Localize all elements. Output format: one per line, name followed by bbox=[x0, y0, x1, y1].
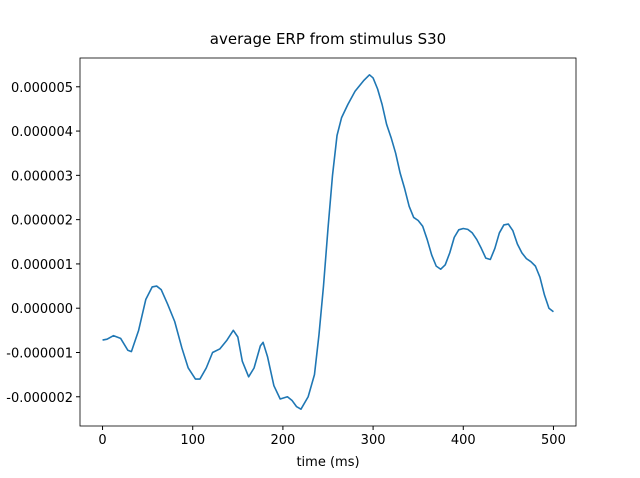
y-tick-label: 0.000000 bbox=[11, 302, 73, 317]
x-tick-label: 500 bbox=[541, 433, 566, 448]
x-tick-label: 200 bbox=[270, 433, 295, 448]
y-tick-label: 0.000004 bbox=[11, 125, 73, 140]
x-tick-label: 300 bbox=[361, 433, 386, 448]
chart-title: average ERP from stimulus S30 bbox=[210, 30, 446, 48]
x-tick-label: 100 bbox=[180, 433, 205, 448]
x-tick-label: 400 bbox=[451, 433, 476, 448]
x-tick-label: 0 bbox=[98, 433, 106, 448]
y-tick-label: 0.000001 bbox=[11, 258, 73, 273]
y-tick-label: 0.000005 bbox=[11, 81, 73, 96]
y-tick-label: 0.000002 bbox=[11, 214, 73, 229]
x-axis-label: time (ms) bbox=[296, 455, 359, 470]
y-tick-label: 0.000003 bbox=[11, 169, 73, 184]
data-line bbox=[102, 74, 554, 410]
y-tick-label: -0.000001 bbox=[6, 346, 73, 361]
plot-frame bbox=[79, 57, 577, 427]
y-tick-label: -0.000002 bbox=[6, 391, 73, 406]
